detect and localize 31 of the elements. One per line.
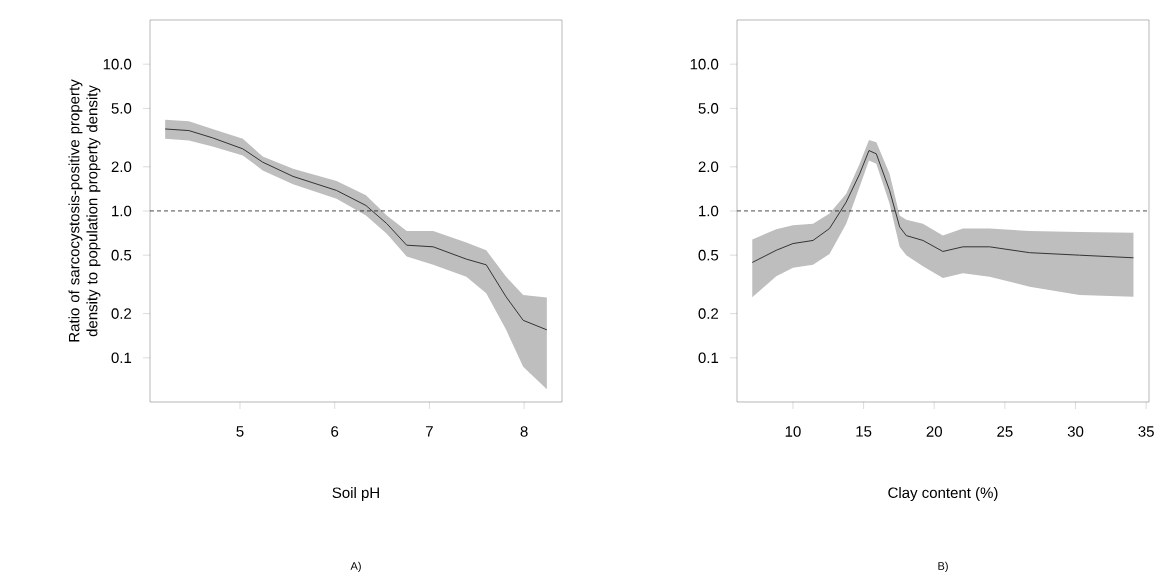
line-series: [164, 128, 548, 331]
y-tick-label: 0.1: [698, 352, 719, 364]
x-tick-label: 25: [997, 426, 1013, 437]
y-tick-label: 1.0: [112, 205, 132, 217]
x-axis-title: Soil pH: [332, 487, 379, 501]
line-series: [751, 150, 1134, 263]
y-tick-label: 0.5: [111, 249, 132, 261]
x-axis-title: Clay content (%): [888, 487, 998, 501]
y-tick-label: 5.0: [111, 103, 132, 114]
y-tick-label: 2.0: [698, 161, 719, 173]
y-axis-title: Ratio of sarcocystosis-positive property density to population property density: [68, 79, 101, 342]
x-tick-label: 7: [426, 426, 433, 437]
x-tick-label: 30: [1067, 426, 1084, 437]
x-tick-label: 20: [926, 426, 942, 437]
text: A): [350, 561, 361, 573]
y-tick-label: 10.0: [103, 58, 132, 70]
y-tick-label: 0.2: [111, 308, 132, 319]
x-tick-label: 8: [520, 426, 528, 437]
x-tick-label: 15: [856, 426, 872, 437]
text: B): [938, 561, 948, 573]
y-tick-label: 5.0: [698, 103, 719, 114]
x-tick-label: 35: [1138, 426, 1154, 437]
x-tick-label: 6: [331, 426, 339, 437]
y-tick-label: 0.1: [111, 352, 132, 364]
y-tick-label: 2.0: [111, 161, 132, 173]
y-tick-label: 1.0: [699, 205, 719, 217]
y-tick-label: 0.5: [698, 249, 719, 261]
y-tick-label: 0.2: [698, 308, 719, 319]
x-tick-label: 5: [236, 426, 244, 437]
y-tick-label: 10.0: [690, 58, 719, 70]
x-tick-label: 10: [785, 426, 801, 437]
